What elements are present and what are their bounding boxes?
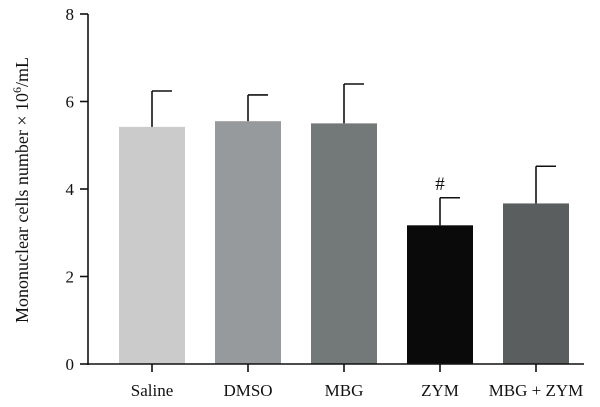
- bar-dmso: [215, 121, 281, 364]
- bar-zym: [407, 225, 473, 364]
- x-tick-label: MBG: [325, 381, 364, 400]
- y-axis: 0 2 4 6 8: [66, 5, 89, 374]
- y-axis-label: Mononuclear cells number × 106/mL: [10, 57, 32, 323]
- y-axis-label-exponent: 6: [10, 87, 24, 93]
- x-tick-label: MBG + ZYM: [489, 381, 584, 400]
- y-tick-label: 4: [66, 180, 75, 199]
- bars: [119, 121, 569, 364]
- x-tick-label: Saline: [131, 381, 174, 400]
- y-tick-label: 2: [66, 268, 75, 287]
- y-tick-label: 6: [66, 93, 75, 112]
- significance-marker: #: [435, 174, 445, 195]
- y-axis-label-suffix: /mL: [12, 57, 32, 87]
- bar-mbg: [311, 123, 377, 364]
- x-axis: Saline DMSO MBG ZYM MBG + ZYM: [88, 363, 584, 400]
- annotations: #: [435, 174, 445, 195]
- y-tick-label: 8: [66, 5, 75, 24]
- y-tick-label: 0: [66, 355, 75, 374]
- x-tick-label: DMSO: [223, 381, 272, 400]
- y-axis-label-prefix: Mononuclear cells number × 10: [12, 93, 32, 323]
- x-tick-label: ZYM: [421, 381, 459, 400]
- bar-mbg-zym: [503, 203, 569, 364]
- bar-saline: [119, 126, 185, 364]
- error-bars: [151, 83, 556, 226]
